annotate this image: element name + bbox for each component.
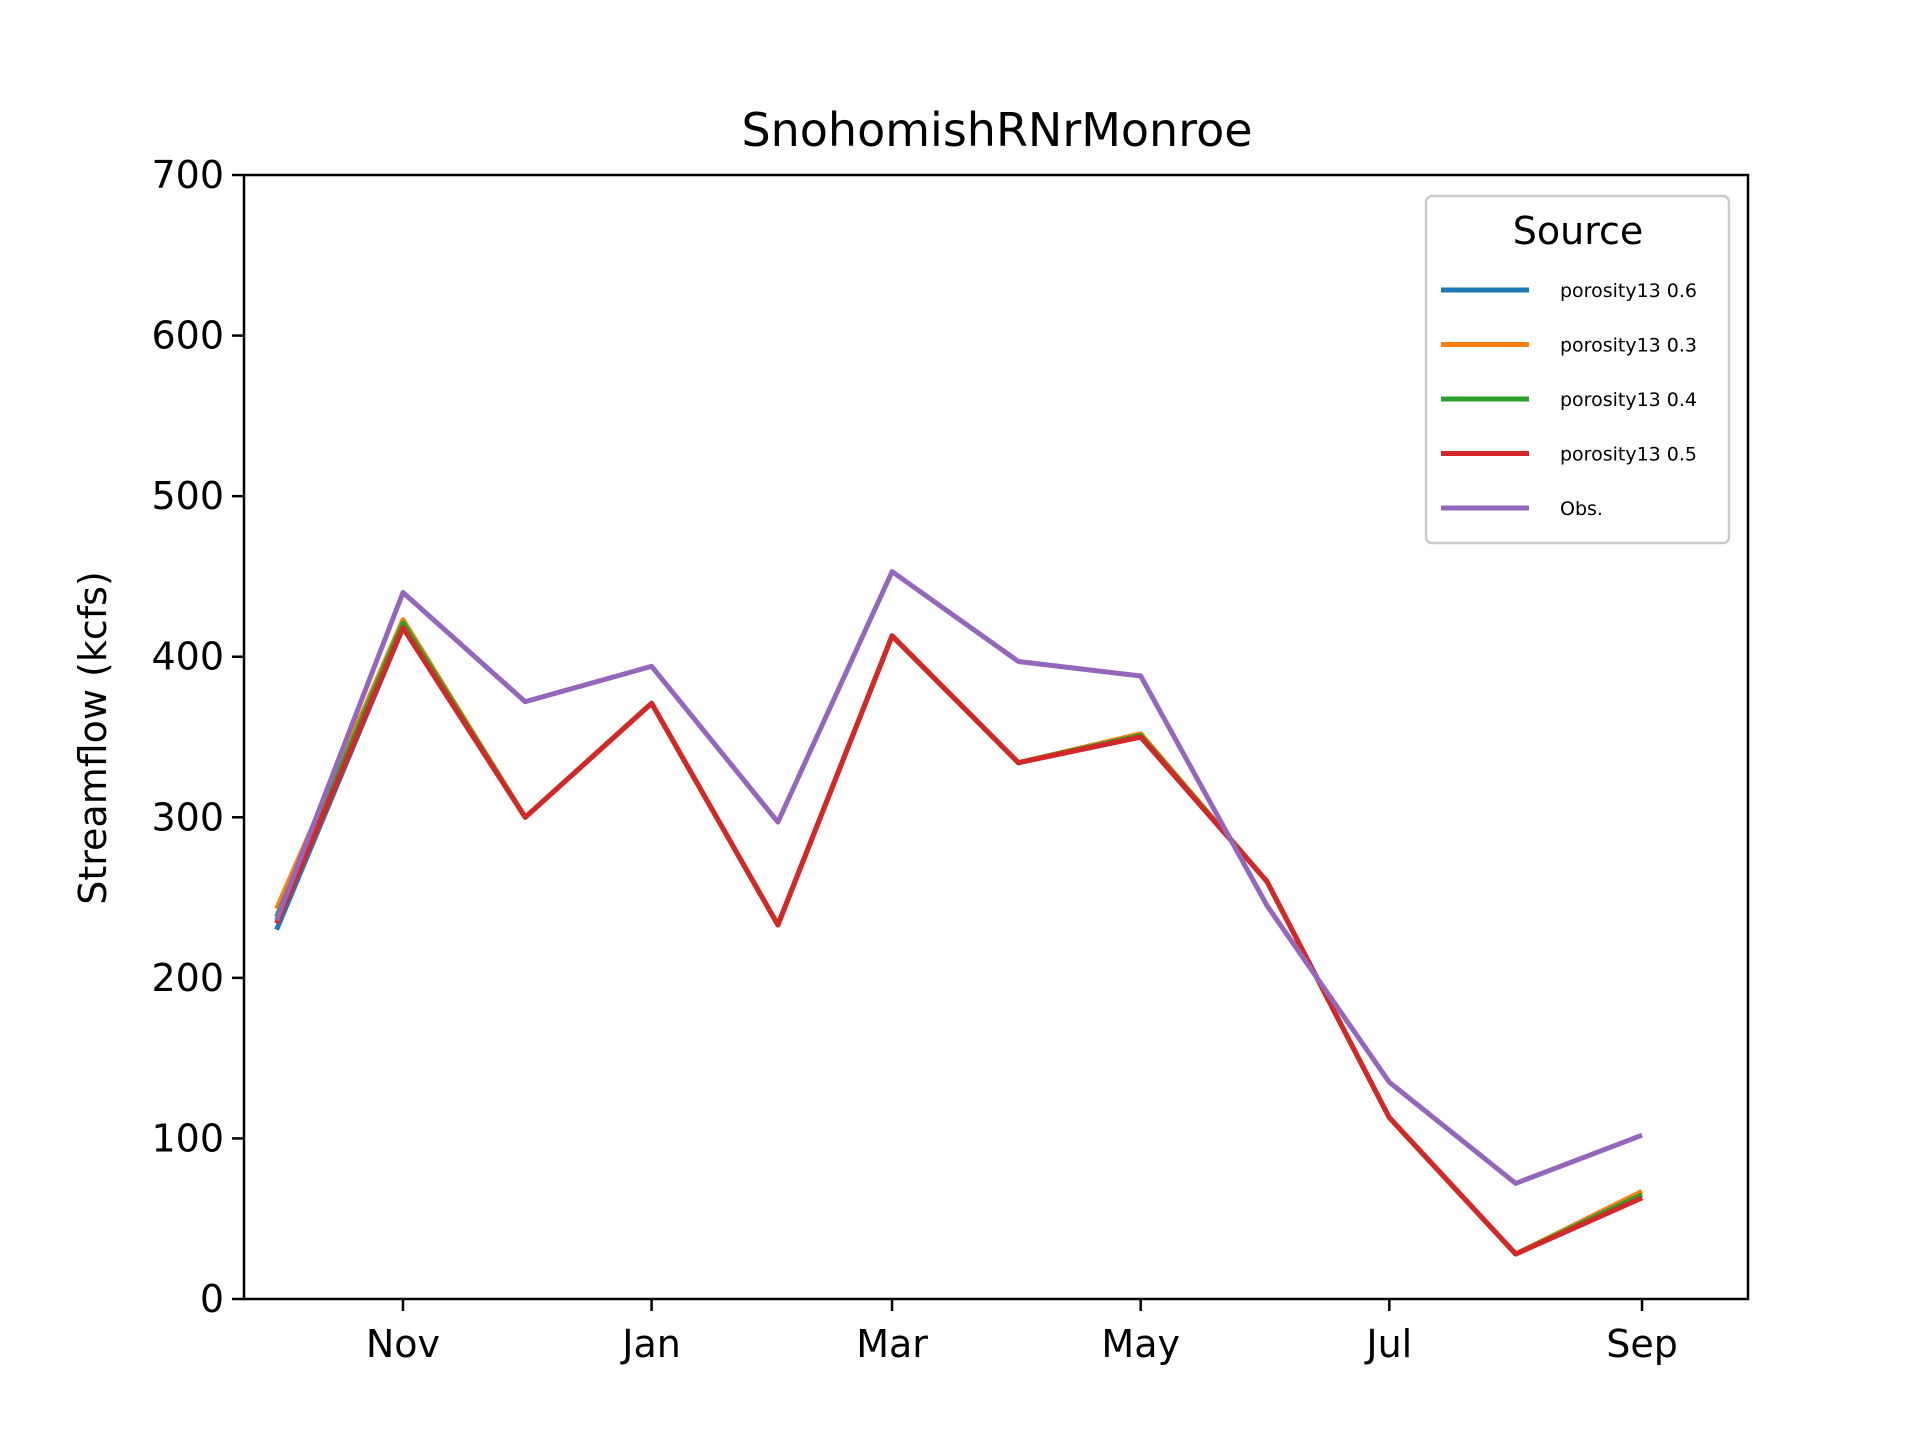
- x-tick-label: Jan: [620, 1322, 681, 1366]
- y-tick-label: 300: [151, 795, 224, 839]
- x-tick-label: Sep: [1606, 1322, 1678, 1366]
- legend-label-0: porosity13 0.6: [1560, 280, 1697, 302]
- x-axis: Nov Jan Mar May Jul Sep: [366, 1299, 1678, 1366]
- series-line-4: [274, 569, 1643, 1186]
- plot-frame: [242, 173, 1750, 1301]
- legend-label-3: porosity13 0.5: [1560, 444, 1697, 466]
- x-tick-label: Nov: [366, 1322, 440, 1366]
- y-tick-label: 100: [151, 1116, 224, 1160]
- y-axis: 0 100 200 300 400 500 600 700: [151, 153, 244, 1321]
- y-tick-label: 500: [151, 474, 224, 518]
- y-tick-label: 0: [200, 1277, 224, 1321]
- x-tick-label: Mar: [856, 1322, 928, 1366]
- legend-label-4: Obs.: [1560, 498, 1603, 520]
- y-axis-label: Streamflow (kcfs): [71, 571, 115, 905]
- y-tick-label: 600: [151, 314, 224, 358]
- legend-box: [1424, 194, 1731, 545]
- y-tick-label: 200: [151, 956, 224, 1000]
- y-tick-label: 400: [151, 635, 224, 679]
- legend-label-1: porosity13 0.3: [1560, 335, 1697, 357]
- x-tick-label: Jul: [1364, 1322, 1412, 1366]
- y-tick-label: 700: [151, 153, 224, 197]
- series-line-3: [274, 625, 1644, 1257]
- x-tick-label: May: [1101, 1322, 1180, 1366]
- legend-title: Source: [1513, 209, 1644, 253]
- plot-lines: [274, 569, 1644, 1257]
- chart-title: SnohomishRNrMonroe: [741, 103, 1252, 157]
- legend-entries: porosity13 0.6 porosity13 0.3 porosity13 0…: [1441, 280, 1697, 520]
- legend-label-2: porosity13 0.4: [1560, 389, 1697, 411]
